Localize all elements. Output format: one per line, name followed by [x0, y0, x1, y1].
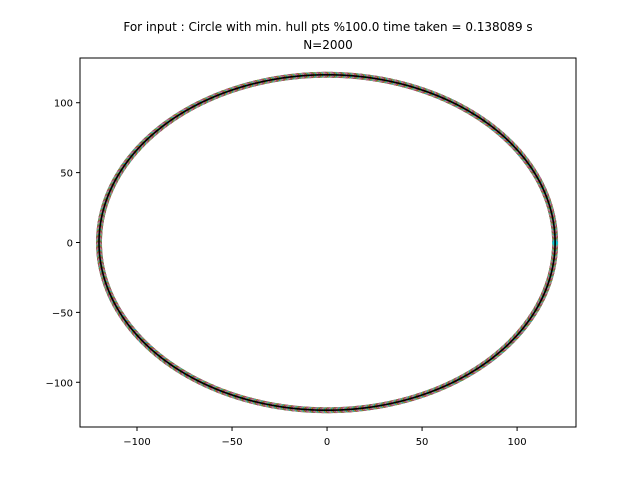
- plot-area: [79, 57, 577, 428]
- x-tick-label: 100: [508, 437, 527, 448]
- chart-subtitle: N=2000: [303, 38, 353, 52]
- hull-line-group: [98, 73, 556, 412]
- hull-line: [98, 73, 556, 412]
- y-tick-label: −50: [52, 308, 73, 319]
- axes-frame: [79, 57, 577, 428]
- x-tick-label: −100: [123, 437, 150, 448]
- x-tick-label: −50: [221, 437, 242, 448]
- x-tick-label: 50: [416, 437, 429, 448]
- y-axis: −100 −50 0 50 100: [46, 99, 80, 389]
- data-points: [96, 71, 559, 414]
- y-tick-label: 50: [60, 169, 73, 180]
- y-tick-label: 0: [67, 239, 73, 250]
- y-tick-label: −100: [46, 378, 73, 389]
- y-tick-label: 100: [54, 99, 73, 110]
- x-axis: −100 −50 0 50 100: [123, 427, 527, 448]
- chart-title: For input : Circle with min. hull pts %1…: [123, 20, 532, 34]
- x-tick-label: 0: [324, 437, 330, 448]
